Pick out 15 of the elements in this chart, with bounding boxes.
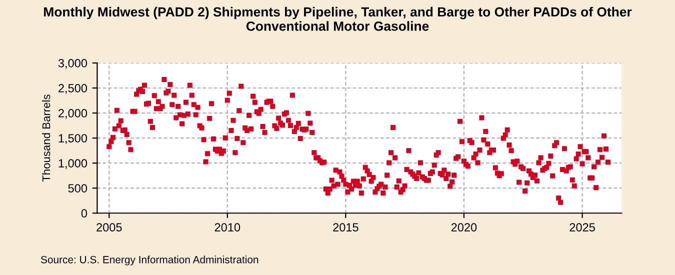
x-tick-label: 2005 (96, 223, 122, 232)
x-tick-label: 2025 (570, 223, 595, 232)
x-tick-label: 2015 (333, 223, 358, 232)
y-tick-label: 1,500 (58, 134, 88, 144)
x-tick-label: 2020 (451, 223, 477, 232)
y-tick-label: 500 (68, 184, 88, 192)
y-tick-label: 0 (81, 209, 88, 218)
chart-title: Monthly Midwest (PADD 2) Shipments by Pipeline, Tanker, and Barge to Other PADDs of Other Conventional Motor Gasoline (44, 6, 632, 31)
x-tick-label: 2010 (214, 223, 240, 232)
y-tick-label: 2,000 (58, 109, 88, 119)
y-tick-label: 2,500 (58, 84, 88, 94)
y-axis-title: Thousand Barrels (42, 94, 50, 182)
y-tick-label: 3,000 (58, 59, 88, 69)
source-note: Source: U.S. Energy Information Administration (40, 256, 258, 266)
y-tick-label: 1,000 (58, 159, 88, 169)
